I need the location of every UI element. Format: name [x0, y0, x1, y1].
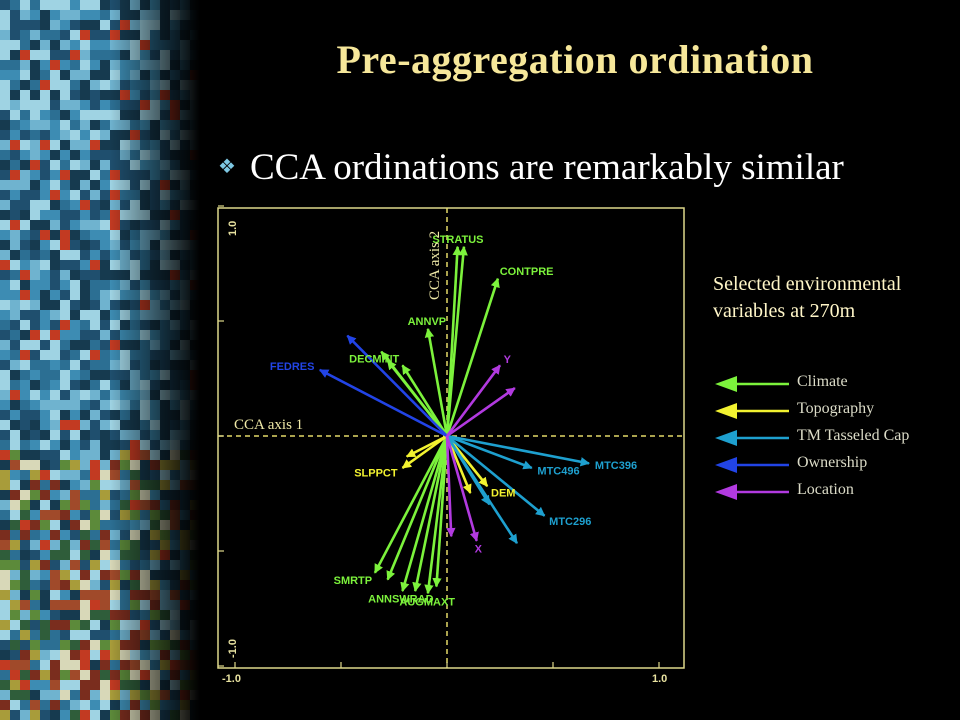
vector-climate-1 — [445, 245, 468, 437]
vector-label-mtc496: MTC496 — [537, 466, 579, 478]
variables-caption: Selected environmental variables at 270m — [713, 271, 901, 325]
x-tick-label-max: 1.0 — [652, 673, 667, 685]
vector-climate-8 — [386, 435, 449, 581]
vector-label-slppct: SLPPCT — [354, 468, 398, 480]
vector-decmint — [401, 364, 449, 437]
vector-label-x: X — [475, 544, 483, 556]
slide-title: Pre-aggregation ordination — [336, 37, 814, 82]
tasseled-cap-arrow-icon — [715, 430, 789, 446]
vector-augmaxt — [424, 435, 449, 595]
vector-climate-10 — [412, 435, 449, 592]
vector-label-decmint: DECMINT — [349, 354, 399, 366]
vector-label-contpre: CONTPRE — [500, 266, 554, 278]
bullet-text: CCA ordinations are remarkably similar — [249, 147, 844, 188]
vector-x — [445, 435, 479, 542]
y-tick-label-min: -1.0 — [227, 639, 239, 658]
vector-mtc296 — [446, 434, 546, 517]
topography-arrow-icon — [715, 403, 789, 419]
vector-annvp — [424, 327, 449, 437]
legend-label-tm-tasseled-cap: TM Tasseled Cap — [797, 427, 910, 444]
vector-tm-tasseled-cap-21 — [445, 435, 491, 506]
legend-arrow-head — [715, 457, 737, 473]
x-axis-label: CCA axis 1 — [234, 417, 303, 433]
plot-frame — [217, 207, 685, 669]
legend-label-ownership: Ownership — [797, 454, 868, 471]
vector-label-mtc296: MTC296 — [549, 516, 591, 528]
vector-label-stratus: STRATUS — [432, 234, 483, 246]
location-arrow-icon — [715, 484, 789, 500]
vector-location-25 — [446, 387, 516, 438]
legend-arrow-head — [715, 403, 737, 419]
vector-label-annvp: ANNVP — [408, 316, 447, 328]
legend-label-location: Location — [797, 481, 854, 498]
x-tick-label-min: -1.0 — [222, 673, 241, 685]
vector-label-annswrad: ANNSWRAD — [368, 594, 433, 606]
legend-arrow-head — [715, 376, 737, 392]
vector-topography-14 — [405, 434, 448, 458]
legend-arrow-head — [715, 430, 737, 446]
vector-label-smrtp: SMRTP — [334, 575, 373, 587]
diamond-bullet-icon: ❖ — [218, 156, 236, 178]
vector-fedres — [318, 368, 448, 438]
ownership-arrow-icon — [715, 457, 789, 473]
vector-ownership-23 — [346, 334, 448, 437]
vector-annswrad — [400, 435, 449, 592]
vector-smrtp — [373, 435, 449, 574]
climate-arrow-icon — [715, 376, 789, 392]
vector-climate-12 — [432, 435, 449, 588]
legend-label-climate: Climate — [797, 373, 848, 390]
vector-label-augmaxt: AUGMAXT — [399, 596, 455, 608]
vector-label-fedres: FEDRES — [270, 361, 315, 373]
vector-contpre — [445, 277, 500, 437]
legend-label-topography: Topography — [797, 400, 875, 417]
vector-label-dem: DEM — [491, 487, 515, 499]
cca-biplot: STRATUS CONTPRE ANNVP DECMINT SMRTP ANNSWRADA… — [217, 205, 685, 685]
vector-mtc396 — [446, 434, 590, 467]
legend-arrow-head — [715, 484, 737, 500]
satellite-map-sidebar — [0, 0, 200, 720]
bullet-point: ❖ CCA ordinations are remarkably similar — [218, 146, 844, 189]
vector-y — [445, 364, 502, 437]
caption-line-2: variables at 270m — [713, 300, 856, 322]
vector-location-27 — [445, 435, 456, 538]
y-tick-label-max: 1.0 — [227, 221, 239, 236]
y-axis-label: CCA axis 2 — [427, 231, 443, 300]
vector-mtc496 — [446, 434, 533, 470]
caption-line-1: Selected environmental — [713, 273, 902, 295]
vector-climate-6 — [380, 350, 449, 437]
vector-label-mtc396: MTC396 — [595, 460, 637, 472]
vector-label-y: Y — [504, 354, 512, 366]
vector-slppct — [401, 434, 448, 469]
